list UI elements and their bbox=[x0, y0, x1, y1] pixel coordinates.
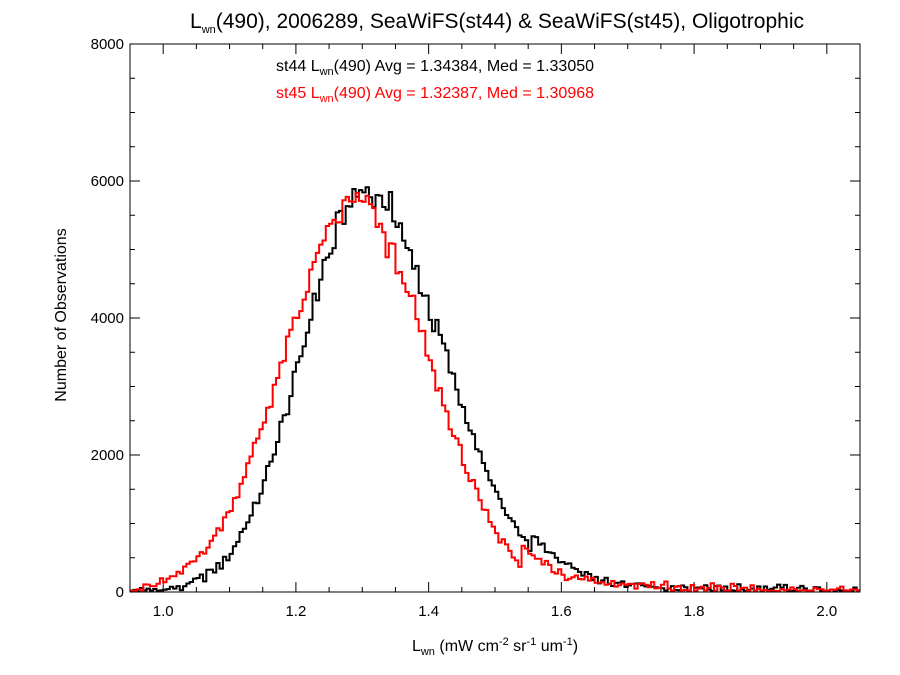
histogram-series bbox=[130, 186, 860, 592]
x-tick-label: 1.4 bbox=[418, 603, 439, 620]
y-tick-label: 2000 bbox=[91, 447, 124, 464]
x-tick-label: 1.0 bbox=[153, 603, 174, 620]
axis-ticks: 1.0 1.2 1.4 1.6 1.8 2.0 0 2000 4000 6000 8000 bbox=[91, 36, 860, 620]
x-axis-label: Lwn (mW cm-2 sr-1 um-1) bbox=[412, 636, 578, 658]
plot-frame bbox=[129, 43, 861, 593]
x-tick-label: 1.8 bbox=[684, 603, 705, 620]
y-axis-label: Number of Observations bbox=[53, 228, 70, 401]
x-tick-label: 2.0 bbox=[816, 603, 837, 620]
x-tick-label: 1.2 bbox=[285, 603, 306, 620]
stats-st44: st44 Lwn(490) Avg = 1.34384, Med = 1.330… bbox=[276, 58, 594, 78]
y-tick-label: 6000 bbox=[91, 173, 124, 190]
y-tick-label: 4000 bbox=[91, 310, 124, 327]
x-tick-label: 1.6 bbox=[551, 603, 572, 620]
y-tick-label: 8000 bbox=[91, 36, 124, 53]
stats-st45: st45 Lwn(490) Avg = 1.32387, Med = 1.309… bbox=[276, 85, 594, 105]
histogram-st45 bbox=[130, 191, 860, 592]
y-tick-label: 0 bbox=[116, 584, 124, 601]
chart-title: Lwn(490), 2006289, SeaWiFS(st44) & SeaWi… bbox=[190, 10, 804, 36]
